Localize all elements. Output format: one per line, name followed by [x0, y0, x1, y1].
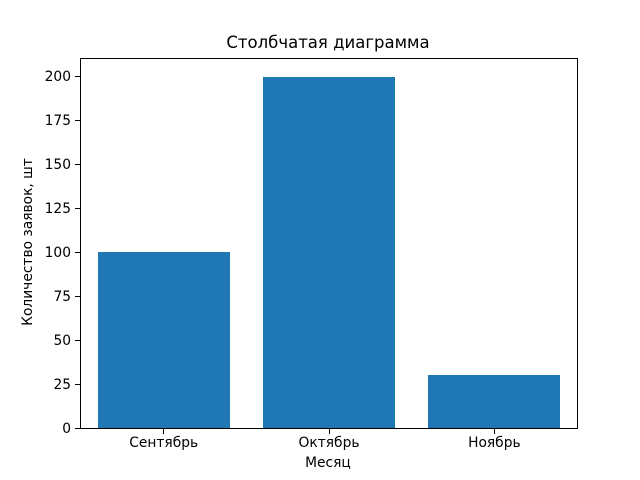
y-tick-mark: [75, 163, 80, 165]
y-tick-label: 25: [53, 376, 71, 393]
y-tick-mark: [75, 295, 80, 297]
y-tick-mark: [75, 339, 80, 341]
y-tick-label: 100: [44, 244, 71, 261]
y-tick-mark: [75, 383, 80, 385]
y-tick-mark: [75, 120, 80, 121]
y-tick-label: 200: [44, 69, 71, 86]
x-tick-mark: [493, 429, 495, 434]
x-tick-mark: [328, 429, 330, 434]
bar-2: [262, 76, 396, 428]
y-tick-label: 175: [44, 113, 71, 129]
x-tick-label: Октябрь: [298, 435, 360, 451]
y-tick-mark: [75, 427, 80, 429]
y-tick-label: 150: [44, 156, 71, 173]
x-tick-label: Ноябрь: [468, 435, 521, 451]
plot-area: 0 25 50 75 100 125 150 175 200 Сентябрь Октябрь Ноя…: [45, 58, 578, 451]
y-tick-mark: [75, 251, 80, 253]
x-tick-label: Сентябрь: [129, 435, 199, 451]
y-axis-label: Количество заявок, шт: [20, 158, 36, 326]
y-tick-label: 125: [44, 200, 71, 217]
bar-3: [428, 375, 561, 428]
y-tick-label: 75: [53, 288, 71, 305]
y-tick-label: 50: [53, 332, 71, 349]
x-axis-label: Месяц: [305, 455, 351, 471]
x-tick-mark: [163, 429, 165, 434]
y-tick-label: 0: [62, 420, 71, 437]
chart-title: Столбчатая диаграмма: [226, 33, 430, 52]
y-tick-mark: [75, 207, 80, 209]
y-tick-mark: [75, 76, 80, 78]
bar-1: [97, 252, 230, 428]
